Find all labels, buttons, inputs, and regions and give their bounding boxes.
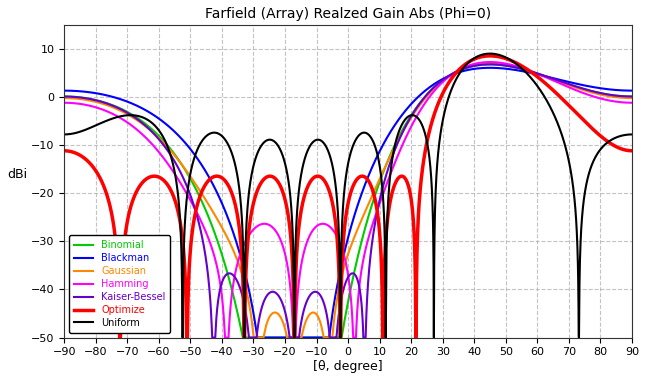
- Kaiser-Bessel: [628, 94, 636, 99]
- Blackman: [486, 65, 494, 70]
- Uniform: [486, 51, 494, 56]
- Gaussian: [236, 267, 244, 272]
- Hamming: [486, 60, 494, 64]
- Title: Farfield (Array) Realzed Gain Abs (Phi=0): Farfield (Array) Realzed Gain Abs (Phi=0…: [205, 7, 491, 21]
- Uniform: [178, 335, 186, 340]
- Optimize: [60, 149, 68, 153]
- Optimize: [486, 54, 494, 58]
- Binomial: [128, 112, 136, 117]
- Uniform: [628, 132, 636, 137]
- Kaiser-Bessel: [128, 113, 136, 118]
- Kaiser-Bessel: [237, 288, 245, 293]
- Gaussian: [250, 335, 258, 340]
- Binomial: [499, 63, 507, 68]
- Blackman: [129, 101, 136, 106]
- Kaiser-Bessel: [486, 62, 494, 66]
- Kaiser-Bessel: [453, 69, 461, 74]
- Uniform: [129, 113, 136, 117]
- Legend: Binomial, Blackman, Gaussian, Hamming, Kaiser-Bessel, Optimize, Uniform: Binomial, Blackman, Gaussian, Hamming, K…: [69, 236, 171, 333]
- Blackman: [253, 335, 261, 340]
- Uniform: [453, 76, 461, 81]
- Optimize: [499, 55, 507, 60]
- Binomial: [96, 99, 104, 103]
- Binomial: [486, 62, 494, 66]
- Binomial: [453, 70, 461, 74]
- Hamming: [96, 106, 104, 111]
- Blackman: [236, 254, 244, 259]
- Binomial: [239, 335, 247, 340]
- Uniform: [499, 54, 507, 59]
- Line: Hamming: Hamming: [64, 62, 632, 337]
- Blackman: [96, 92, 104, 96]
- Gaussian: [486, 62, 494, 66]
- Uniform: [96, 121, 104, 126]
- Optimize: [129, 199, 136, 203]
- Gaussian: [129, 115, 136, 119]
- Optimize: [628, 149, 636, 153]
- Blackman: [628, 88, 636, 93]
- Kaiser-Bessel: [60, 94, 68, 99]
- Line: Binomial: Binomial: [64, 64, 632, 337]
- Uniform: [237, 201, 245, 206]
- Kaiser-Bessel: [96, 99, 104, 104]
- Kaiser-Bessel: [499, 63, 507, 68]
- Hamming: [453, 69, 461, 74]
- Hamming: [128, 123, 136, 128]
- Gaussian: [628, 96, 636, 100]
- Binomial: [628, 94, 636, 99]
- Line: Uniform: Uniform: [64, 54, 632, 337]
- Blackman: [453, 71, 461, 75]
- Binomial: [129, 112, 136, 117]
- Optimize: [128, 201, 136, 206]
- Optimize: [453, 70, 461, 74]
- Gaussian: [96, 101, 104, 105]
- Optimize: [116, 335, 123, 340]
- Hamming: [221, 335, 229, 340]
- Gaussian: [499, 62, 507, 67]
- Hamming: [129, 124, 136, 128]
- Line: Optimize: Optimize: [64, 56, 632, 337]
- Line: Gaussian: Gaussian: [64, 64, 632, 337]
- Line: Blackman: Blackman: [64, 68, 632, 337]
- Hamming: [60, 100, 68, 105]
- Binomial: [236, 325, 244, 329]
- Gaussian: [128, 114, 136, 119]
- Kaiser-Bessel: [129, 114, 136, 118]
- Gaussian: [453, 70, 461, 74]
- Uniform: [128, 113, 136, 117]
- Hamming: [499, 61, 507, 65]
- Optimize: [237, 240, 245, 245]
- Kaiser-Bessel: [209, 335, 216, 340]
- Line: Kaiser-Bessel: Kaiser-Bessel: [64, 64, 632, 337]
- Blackman: [128, 101, 136, 106]
- Binomial: [60, 94, 68, 99]
- Blackman: [499, 66, 507, 71]
- Hamming: [628, 100, 636, 105]
- Optimize: [96, 176, 104, 180]
- Y-axis label: dBi: dBi: [7, 168, 27, 181]
- Uniform: [60, 132, 68, 137]
- Gaussian: [60, 96, 68, 100]
- Hamming: [237, 250, 245, 255]
- X-axis label: [θ, degree]: [θ, degree]: [313, 360, 383, 373]
- Blackman: [60, 88, 68, 93]
